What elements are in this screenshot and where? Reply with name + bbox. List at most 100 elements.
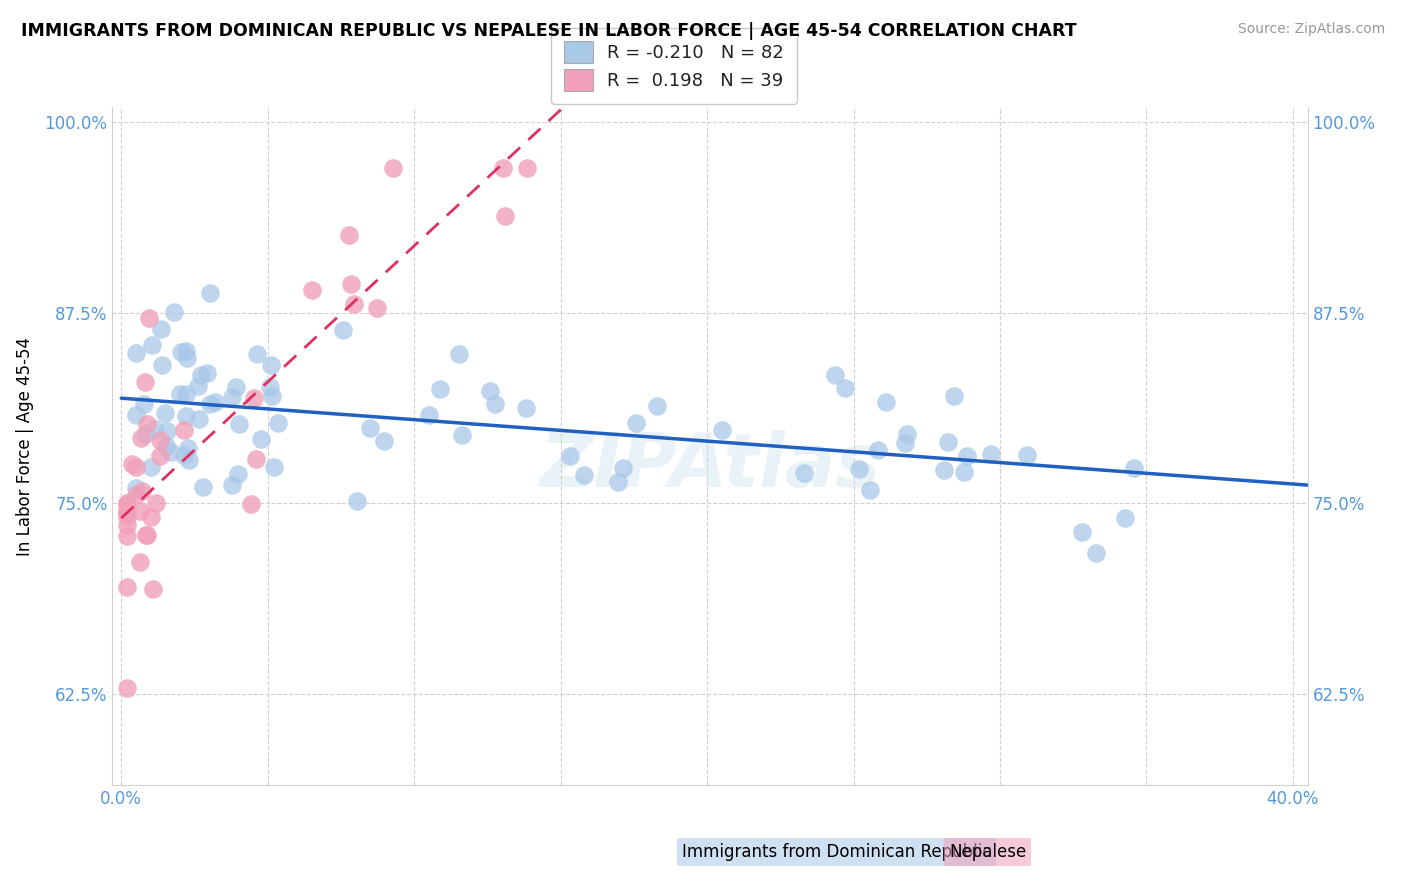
Point bbox=[516, 161, 538, 175]
Point bbox=[1070, 524, 1092, 539]
Point bbox=[240, 497, 263, 511]
Point bbox=[131, 484, 153, 499]
Point bbox=[191, 480, 214, 494]
Point bbox=[893, 436, 915, 450]
Point bbox=[177, 441, 200, 455]
Point bbox=[115, 504, 138, 518]
Point bbox=[484, 397, 506, 411]
Point bbox=[115, 497, 138, 511]
Point bbox=[135, 528, 157, 542]
Point bbox=[366, 301, 388, 315]
Point bbox=[859, 483, 882, 497]
Text: IMMIGRANTS FROM DOMINICAN REPUBLIC VS NEPALESE IN LABOR FORCE | AGE 45-54 CORREL: IMMIGRANTS FROM DOMINICAN REPUBLIC VS NE… bbox=[21, 22, 1077, 40]
Point bbox=[340, 277, 363, 292]
Point bbox=[187, 379, 209, 393]
Point bbox=[449, 347, 471, 361]
Point bbox=[115, 496, 138, 510]
Point bbox=[1084, 545, 1107, 559]
Point bbox=[848, 462, 870, 476]
Point bbox=[259, 380, 281, 394]
Y-axis label: In Labor Force | Age 45-54: In Labor Force | Age 45-54 bbox=[15, 336, 34, 556]
Point bbox=[125, 481, 148, 495]
Point bbox=[932, 463, 955, 477]
Point bbox=[173, 449, 195, 463]
Point bbox=[125, 459, 148, 474]
Point bbox=[980, 446, 1002, 460]
Point bbox=[125, 346, 148, 360]
Point bbox=[337, 228, 360, 243]
Point bbox=[492, 161, 515, 175]
Text: ZIPAtlas: ZIPAtlas bbox=[540, 430, 880, 503]
Point bbox=[141, 338, 163, 352]
Point bbox=[711, 423, 734, 437]
Point bbox=[156, 425, 179, 439]
Point bbox=[149, 433, 172, 447]
Point bbox=[834, 381, 856, 395]
Point bbox=[177, 453, 200, 467]
Point bbox=[149, 322, 172, 336]
Point bbox=[346, 494, 368, 508]
Legend: R = -0.210   N = 82, R =  0.198   N = 39: R = -0.210 N = 82, R = 0.198 N = 39 bbox=[551, 28, 797, 103]
Point bbox=[381, 161, 404, 175]
Point bbox=[243, 392, 266, 406]
Point bbox=[155, 439, 177, 453]
Point bbox=[174, 386, 197, 401]
Point bbox=[121, 458, 143, 472]
Point bbox=[115, 518, 138, 533]
Point bbox=[163, 304, 186, 318]
Point bbox=[262, 389, 284, 403]
Point bbox=[245, 451, 267, 466]
Point bbox=[153, 406, 176, 420]
Point bbox=[1122, 461, 1144, 475]
Point bbox=[149, 449, 172, 463]
Point bbox=[260, 358, 283, 372]
Point bbox=[115, 580, 138, 594]
Point bbox=[938, 434, 960, 449]
Point bbox=[515, 401, 537, 415]
Point bbox=[343, 296, 366, 310]
Point bbox=[228, 417, 250, 431]
Point bbox=[418, 409, 440, 423]
Point bbox=[612, 461, 634, 475]
Point bbox=[125, 408, 148, 422]
Point bbox=[115, 510, 138, 524]
Point bbox=[875, 395, 897, 409]
Point bbox=[263, 459, 285, 474]
Point bbox=[134, 375, 156, 389]
Point bbox=[267, 416, 290, 430]
Point bbox=[359, 420, 381, 434]
Point bbox=[198, 285, 221, 300]
Point bbox=[956, 450, 979, 464]
Point bbox=[301, 283, 323, 297]
Point bbox=[896, 427, 918, 442]
Point bbox=[132, 396, 155, 410]
Point bbox=[221, 391, 243, 405]
Point bbox=[952, 466, 974, 480]
Point bbox=[139, 509, 162, 524]
Point bbox=[332, 323, 354, 337]
Point bbox=[558, 449, 581, 463]
Point bbox=[479, 384, 502, 398]
Point bbox=[129, 504, 152, 518]
Point bbox=[221, 477, 243, 491]
Point bbox=[645, 399, 668, 413]
Point bbox=[129, 431, 152, 445]
Point bbox=[606, 475, 628, 490]
Point bbox=[138, 311, 160, 326]
Point bbox=[198, 397, 221, 411]
Point bbox=[173, 423, 195, 437]
Point bbox=[190, 368, 212, 383]
Point bbox=[793, 466, 815, 480]
Point bbox=[373, 434, 395, 448]
Point bbox=[1114, 511, 1136, 525]
Point bbox=[125, 488, 148, 502]
Text: Source: ZipAtlas.com: Source: ZipAtlas.com bbox=[1237, 22, 1385, 37]
Point bbox=[170, 345, 193, 359]
Point bbox=[225, 380, 247, 394]
Point bbox=[142, 582, 165, 596]
Point bbox=[226, 467, 249, 481]
Point bbox=[128, 555, 150, 569]
Point bbox=[176, 351, 198, 365]
Text: Immigrants from Dominican Republic: Immigrants from Dominican Republic bbox=[682, 843, 991, 861]
Point bbox=[145, 496, 167, 510]
